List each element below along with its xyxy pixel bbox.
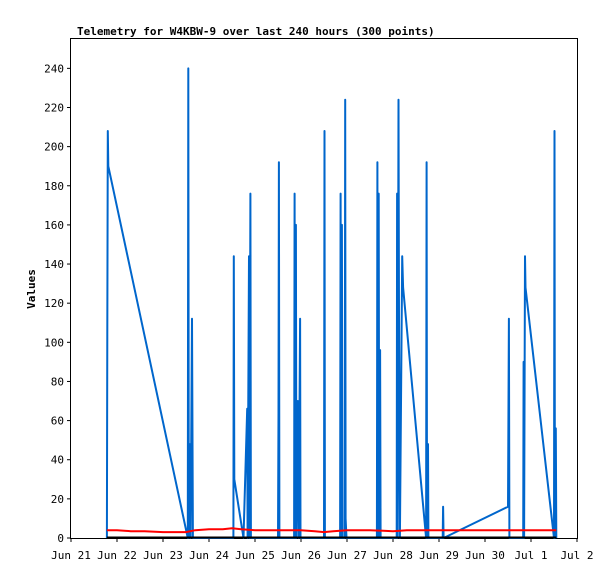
y-tick-label: 0 [57, 532, 64, 545]
x-tick-label: Jun 29 [419, 549, 459, 562]
series-layer [105, 67, 558, 539]
x-tick-label: Jun 24 [189, 549, 229, 562]
y-tick-label: 80 [51, 375, 64, 388]
y-axis-title: Values [25, 269, 38, 309]
y-axis: 0 20 40 60 80 100 120 140 160 180 200 220 240 [44, 62, 71, 545]
y-tick-label: 240 [44, 62, 64, 75]
y-tick-label: 200 [44, 141, 64, 154]
chart-title: Telemetry for W4KBW-9 over last 240 hour… [77, 25, 435, 38]
series-line-1 [105, 67, 558, 539]
x-tick-label: Jun 26 [281, 549, 321, 562]
y-tick-label: 160 [44, 219, 64, 232]
y-tick-label: 20 [51, 493, 64, 506]
y-tick-label: 60 [51, 415, 64, 428]
y-tick-label: 120 [44, 297, 64, 310]
series-line-2 [106, 527, 557, 534]
y-tick-label: 40 [51, 454, 64, 467]
y-tick-label: 100 [44, 336, 64, 349]
x-tick-label: Jun 22 [97, 549, 137, 562]
x-axis: Jun 21 Jun 22 Jun 23 Jun 24 Jun 25 Jun 26 Jun … [51, 538, 594, 562]
x-tick-label: Jul 2 [560, 549, 593, 562]
x-tick-label: Jun 21 [51, 549, 91, 562]
x-tick-label: Jun 30 [465, 549, 505, 562]
y-tick-label: 140 [44, 258, 64, 271]
x-tick-label: Jun 23 [143, 549, 183, 562]
x-tick-label: Jul 1 [514, 549, 547, 562]
y-tick-label: 220 [44, 101, 64, 114]
x-tick-label: Jun 28 [373, 549, 413, 562]
x-tick-label: Jun 25 [235, 549, 275, 562]
x-tick-label: Jun 27 [327, 549, 367, 562]
y-tick-label: 180 [44, 180, 64, 193]
